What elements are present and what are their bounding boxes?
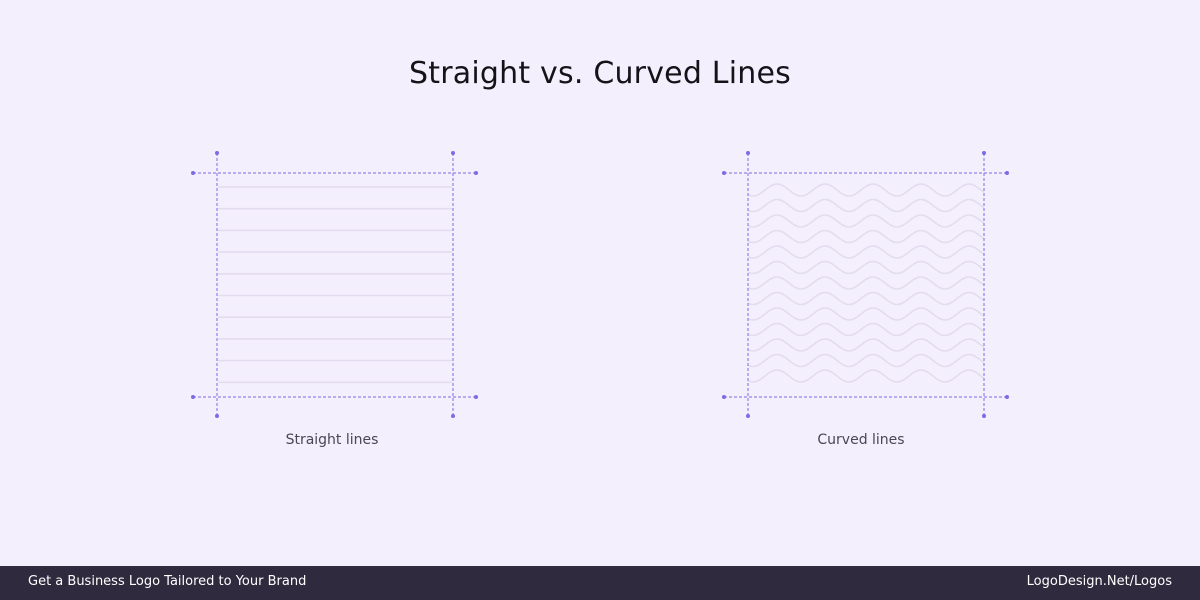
curved-pattern-line (748, 245, 984, 259)
curved-pattern-line (748, 369, 984, 383)
curved-pattern-line (748, 229, 984, 244)
footer-link[interactable]: LogoDesign.Net/Logos (1026, 574, 1172, 589)
curved-pattern-line (748, 322, 984, 337)
curved-pattern-line (748, 307, 984, 321)
guide-endpoint (215, 151, 219, 155)
curved-pattern-line (748, 260, 984, 275)
guide-endpoint (215, 414, 219, 418)
page-title: Straight vs. Curved Lines (409, 56, 791, 91)
guide-endpoint (982, 414, 986, 418)
guide-endpoint (474, 171, 478, 175)
guide-frame (722, 151, 1009, 418)
curved-pattern-line (748, 291, 984, 306)
curved-pattern-line (748, 353, 984, 368)
straight-line-pattern (218, 186, 452, 384)
curved-pattern-line (748, 183, 984, 197)
curved-lines-diagram (722, 151, 1009, 418)
guide-endpoint (1005, 171, 1009, 175)
curved-line-pattern (748, 183, 984, 383)
guide-endpoint (191, 395, 195, 399)
footer-tagline: Get a Business Logo Tailored to Your Bra… (28, 574, 307, 589)
guide-endpoint (722, 171, 726, 175)
curved-lines-caption: Curved lines (817, 432, 905, 448)
guide-endpoint (451, 414, 455, 418)
curved-pattern-line (748, 276, 984, 290)
curved-pattern-line (748, 338, 984, 352)
curved-pattern-line (748, 214, 984, 228)
guide-endpoint (1005, 395, 1009, 399)
guide-endpoint (474, 395, 478, 399)
straight-lines-panel (190, 150, 480, 420)
guide-endpoint (982, 151, 986, 155)
footer-bar: Get a Business Logo Tailored to Your Bra… (0, 566, 1200, 600)
guide-endpoint (722, 395, 726, 399)
guide-endpoint (746, 414, 750, 418)
curved-pattern-line (748, 198, 984, 213)
guide-endpoint (451, 151, 455, 155)
straight-lines-caption: Straight lines (285, 432, 379, 448)
guide-endpoint (191, 171, 195, 175)
straight-lines-diagram (191, 151, 478, 418)
curved-lines-panel (721, 150, 1011, 420)
guide-frame (191, 151, 478, 418)
guide-endpoint (746, 151, 750, 155)
